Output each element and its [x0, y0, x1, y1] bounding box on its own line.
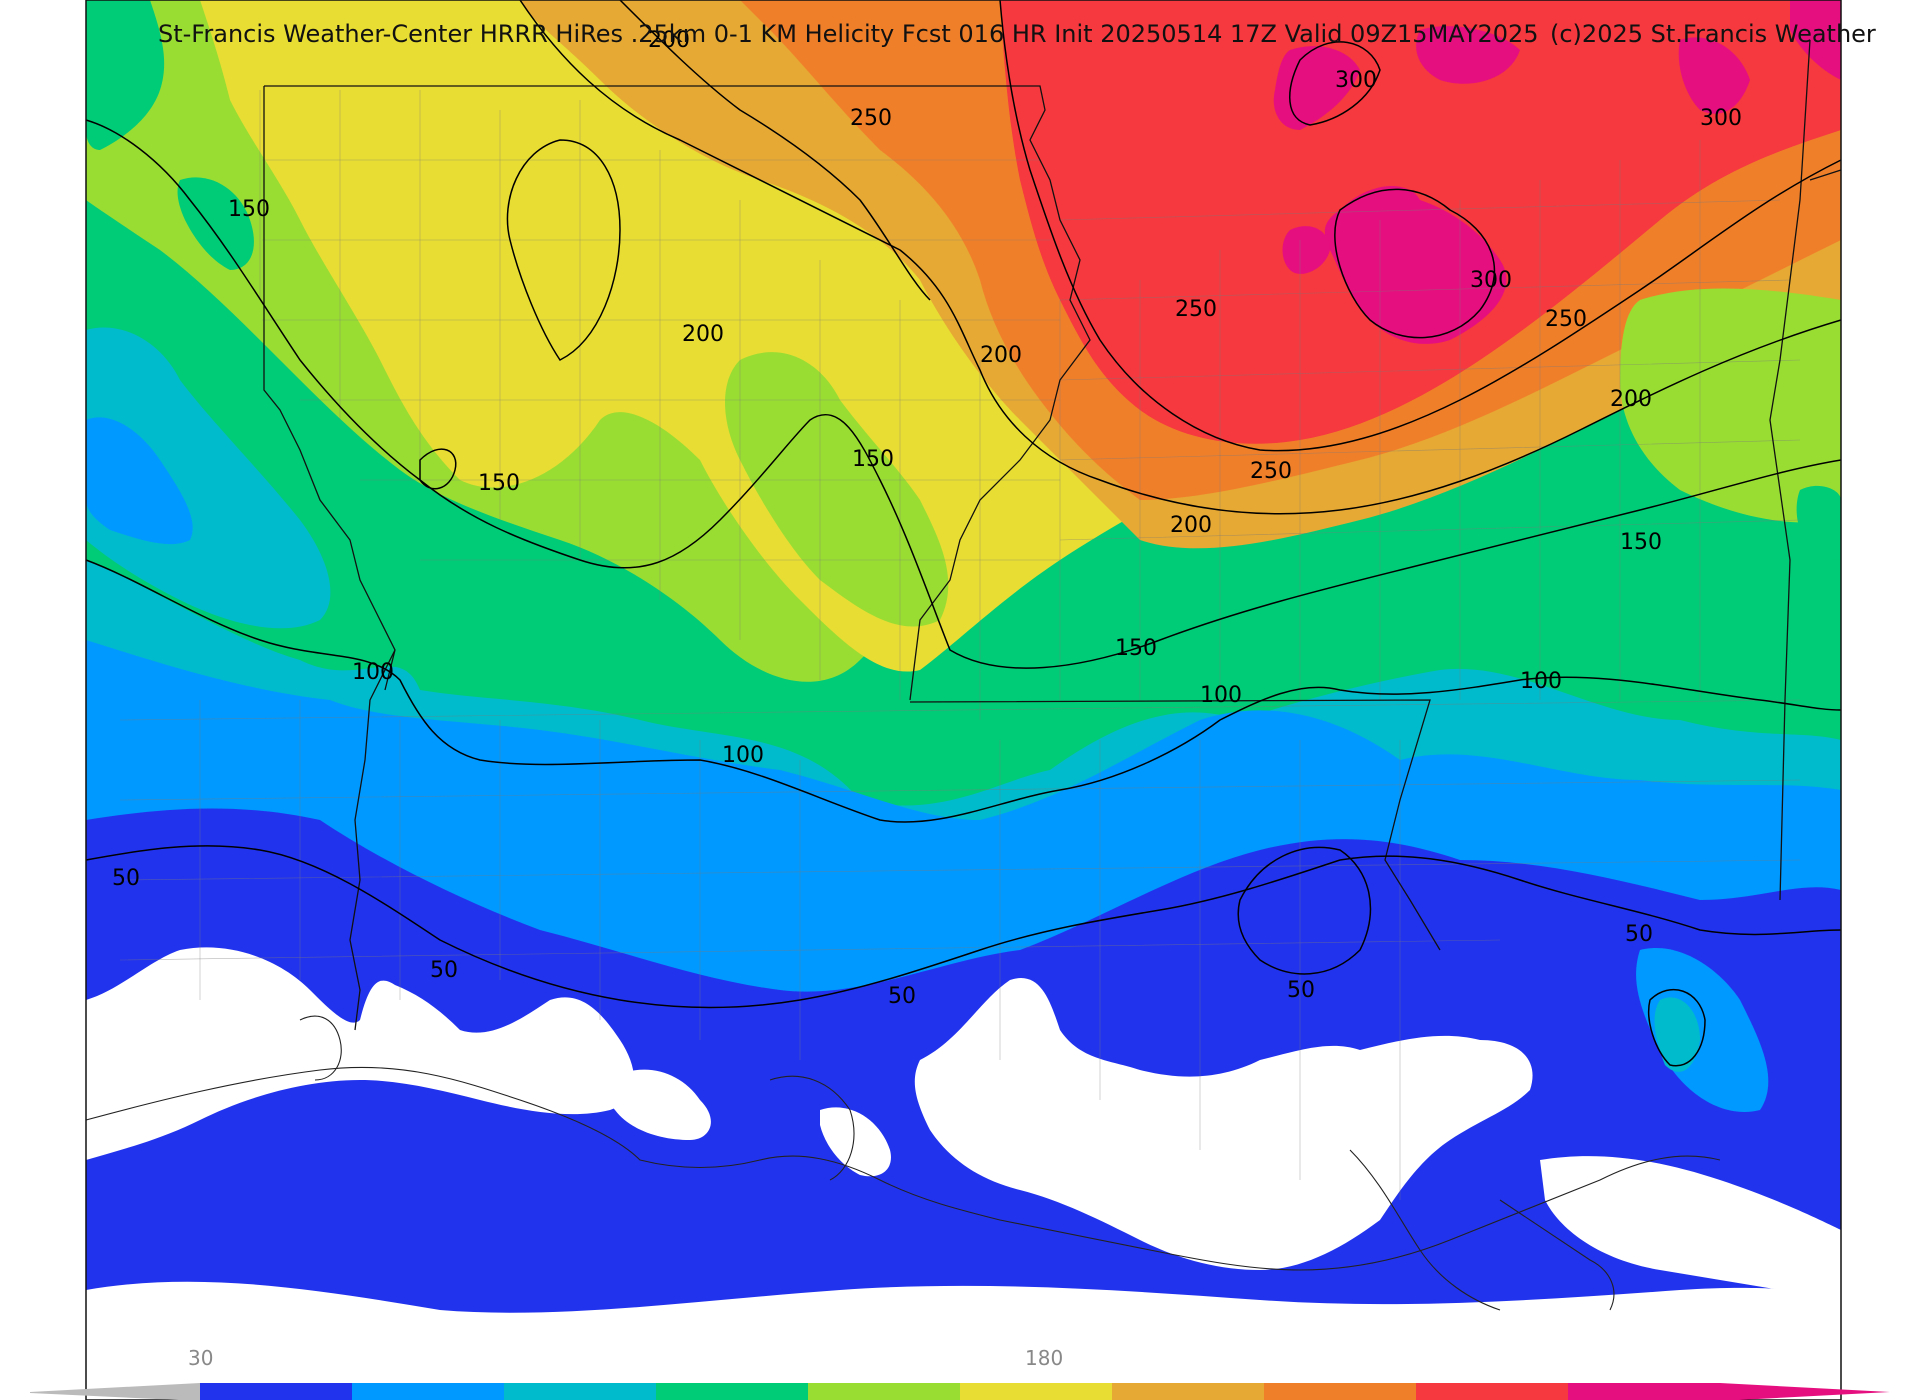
band-50-75-east	[1636, 948, 1769, 1112]
colorbar-segment	[1568, 1383, 1721, 1400]
contour-label: 150	[1115, 636, 1157, 661]
contour-label: 100	[352, 660, 394, 685]
contour-300b	[1334, 188, 1496, 339]
band-lt30-mid	[606, 1069, 711, 1140]
colorbar-segment	[200, 1383, 353, 1400]
band-lt30-bayou	[820, 1107, 891, 1177]
band-75-100-east	[1654, 997, 1700, 1072]
band-lt30-southeast	[1540, 1156, 1841, 1300]
contour-300	[1289, 41, 1381, 126]
contour-label: 50	[112, 866, 140, 891]
contour-label: 300	[1335, 68, 1377, 93]
contour-label: 150	[228, 197, 270, 222]
contour-label: 300	[1700, 106, 1742, 131]
contour-label: 300	[1470, 268, 1512, 293]
contour-label: 250	[1250, 459, 1292, 484]
colorbar-segment	[808, 1383, 961, 1400]
colorbar-segment	[656, 1383, 809, 1400]
band-lt30-central	[914, 978, 1533, 1270]
contour-label: 150	[478, 471, 520, 496]
band-100-125-nw	[86, 0, 165, 150]
contour-50b	[1237, 846, 1372, 975]
contour-label: 150	[1620, 530, 1662, 555]
contour-label: 50	[430, 958, 458, 983]
contour-label: 250	[1545, 307, 1587, 332]
contour-100	[85, 559, 1842, 823]
colorbar-label: 30	[188, 1346, 213, 1370]
county-lines	[119, 90, 1801, 1200]
band-gt300-ne	[1416, 26, 1520, 84]
band-50-75-west	[86, 417, 193, 545]
contour-label: 50	[1625, 922, 1653, 947]
contour-label: 200	[980, 343, 1022, 368]
band-lt30-west	[86, 947, 634, 1160]
contour-label: 50	[1287, 978, 1315, 1003]
band-gt300-west	[1282, 226, 1330, 274]
contour-200b	[506, 139, 621, 361]
band-gt300-main	[1324, 186, 1507, 344]
band-125-150-east	[1620, 288, 1841, 523]
contour-label: 200	[1610, 387, 1652, 412]
colorbar-segment	[352, 1383, 505, 1400]
contour-label: 250	[850, 106, 892, 131]
colorbar-right-arrow	[1720, 1383, 1890, 1400]
contour-label: 250	[1175, 297, 1217, 322]
band-gt300-north	[1273, 46, 1360, 130]
state-borders	[263, 39, 1842, 1031]
band-gt300-edge	[1790, 0, 1841, 80]
contour-label: 100	[1520, 669, 1562, 694]
map-frame	[85, 0, 1842, 1400]
contour-50	[85, 845, 1842, 1009]
band-75-100-west	[86, 327, 331, 629]
contour-label: 100	[1200, 683, 1242, 708]
contour-150b	[419, 448, 457, 490]
contour-50c	[1648, 989, 1706, 1067]
contour-250b	[619, 0, 931, 301]
colorbar-segment	[960, 1383, 1113, 1400]
band-100-125-nw2	[177, 177, 254, 270]
contour-200	[519, 0, 1842, 515]
contour-label: 200	[648, 28, 690, 53]
copyright: (c)2025 St.Francis Weather	[1550, 20, 1876, 48]
contour-250	[999, 0, 1842, 452]
contour-label: 200	[682, 322, 724, 347]
coastline	[85, 1015, 1721, 1311]
colorbar-segment	[504, 1383, 657, 1400]
contour-labels: 300 300 300 250 250 250 250 200 200 200 …	[112, 28, 1742, 1009]
helicity-field	[86, 0, 1841, 1400]
contour-label: 100	[722, 743, 764, 768]
contour-150	[85, 119, 1842, 669]
colorbar: 30 180	[30, 1346, 1890, 1400]
colorbar-label: 180	[1025, 1346, 1063, 1370]
colorbar-segment	[1264, 1383, 1417, 1400]
band-lt30-south	[86, 1281, 1841, 1400]
contour-label: 150	[852, 447, 894, 472]
band-gt300-east	[1678, 37, 1750, 114]
colorbar-left-arrow	[30, 1383, 200, 1400]
band-100-125-east	[1796, 485, 1841, 560]
contour-label: 200	[1170, 513, 1212, 538]
helicity-contours	[85, 0, 1842, 1067]
colorbar-segment	[1416, 1383, 1569, 1400]
contour-label: 50	[888, 984, 916, 1009]
band-125-150-lobe	[725, 352, 949, 627]
colorbar-segment	[1112, 1383, 1265, 1400]
map-title: St-Francis Weather-Center HRRR HiRes .25…	[158, 20, 1539, 48]
